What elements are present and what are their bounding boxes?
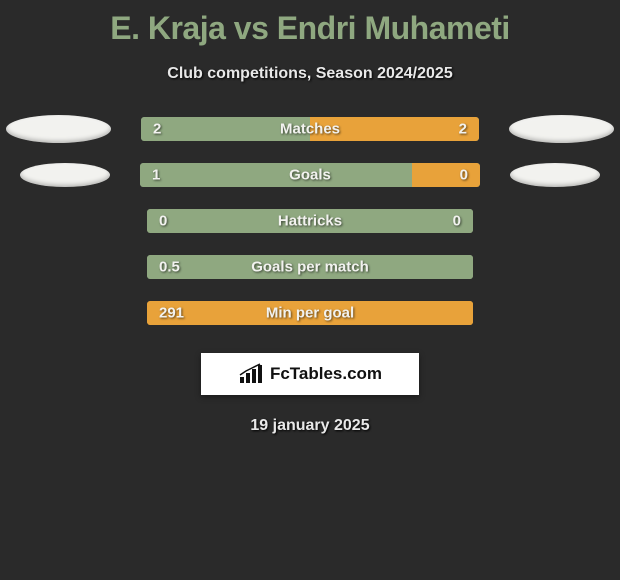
stat-label: Goals per match	[251, 259, 369, 276]
player-right-marker	[510, 163, 600, 187]
stat-label: Matches	[280, 121, 340, 138]
value-left: 2	[153, 121, 161, 138]
stat-rows: 2 2 Matches 1 0 Goals 0 0 Hattricks 0.5 Goals per …	[0, 117, 620, 325]
stat-row: 2 2 Matches	[0, 117, 620, 141]
stat-bar: 291 Min per goal	[147, 301, 473, 325]
date-text: 19 january 2025	[0, 417, 620, 435]
player-left-marker	[6, 115, 111, 143]
value-left: 291	[159, 305, 184, 322]
stat-bar: 1 0 Goals	[140, 163, 480, 187]
stat-row: 0.5 Goals per match	[0, 255, 620, 279]
stat-bar: 0.5 Goals per match	[147, 255, 473, 279]
stat-row: 291 Min per goal	[0, 301, 620, 325]
page-title: E. Kraja vs Endri Muhameti	[0, 0, 620, 47]
stat-label: Hattricks	[278, 213, 342, 230]
subtitle: Club competitions, Season 2024/2025	[0, 65, 620, 83]
value-right: 0	[453, 213, 461, 230]
brand-badge[interactable]: FcTables.com	[201, 353, 419, 395]
stat-row: 0 0 Hattricks	[0, 209, 620, 233]
player-right-marker	[509, 115, 614, 143]
value-left: 0	[159, 213, 167, 230]
stat-label: Min per goal	[266, 305, 354, 322]
bar-left-segment	[140, 163, 412, 187]
stat-row: 1 0 Goals	[0, 163, 620, 187]
stat-label: Goals	[289, 167, 331, 184]
value-left: 1	[152, 167, 160, 184]
stat-bar: 0 0 Hattricks	[147, 209, 473, 233]
stat-bar: 2 2 Matches	[141, 117, 479, 141]
value-right: 0	[460, 167, 468, 184]
chart-icon	[238, 363, 264, 385]
brand-text: FcTables.com	[270, 364, 382, 384]
value-left: 0.5	[159, 259, 180, 276]
bar-right-segment	[412, 163, 480, 187]
player-left-marker	[20, 163, 110, 187]
comparison-card: { "title": "E. Kraja vs Endri Muhameti",…	[0, 0, 620, 580]
value-right: 2	[459, 121, 467, 138]
